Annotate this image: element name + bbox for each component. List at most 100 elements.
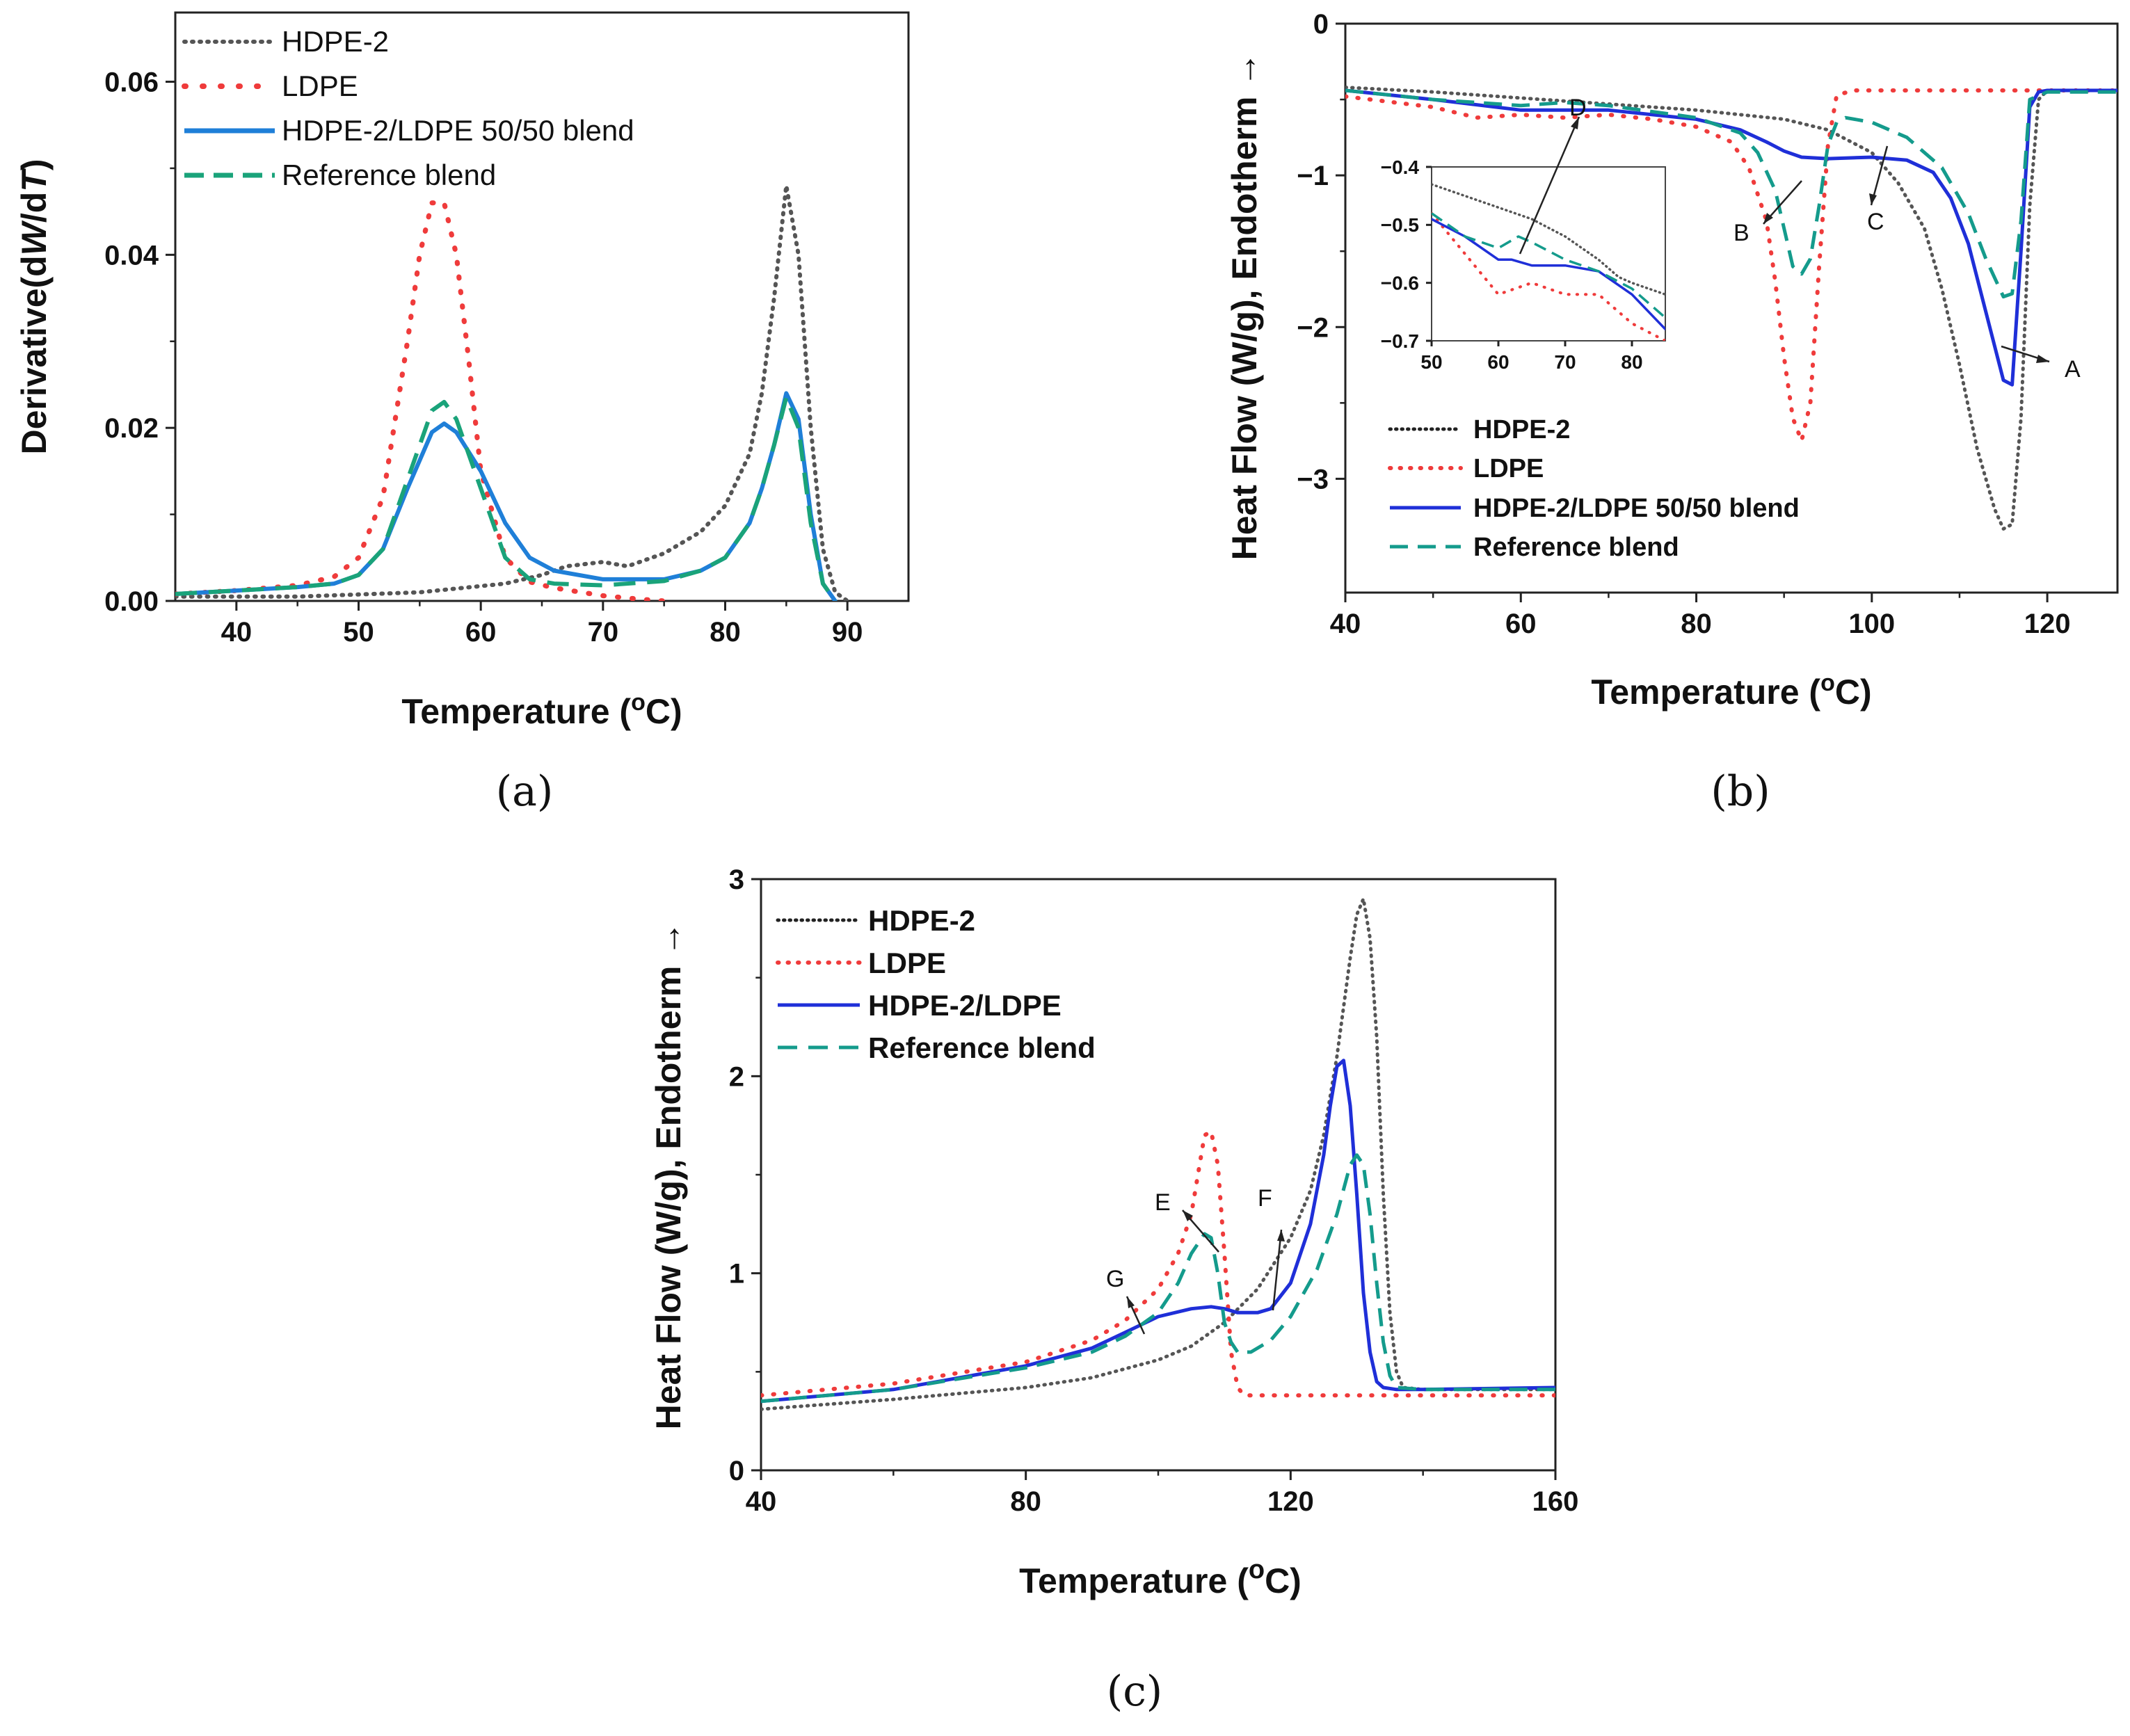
series-line-reference-blend <box>1345 88 2117 299</box>
panel-c-curves <box>761 897 1555 1411</box>
x-tick-label: 120 <box>1267 1486 1314 1517</box>
panel-b-ticks: 40 60 80 100 120 0 −1 −2 −3 <box>1297 9 2070 639</box>
series-line-ldpe <box>1345 88 2117 443</box>
panel-a-legend: HDPE-2 LDPE HDPE-2/LDPE 50/50 blend Refe… <box>182 25 634 191</box>
y-tick-label: −0.7 <box>1381 330 1419 352</box>
legend-label-blend: HDPE-2/LDPE 50/50 blend <box>282 114 634 147</box>
series-line-hdpe-2 <box>761 897 1555 1411</box>
panel-a-ylabel: Derivative(dW/dT) <box>15 159 54 454</box>
annotation-label-f: F <box>1258 1185 1272 1212</box>
panel-c-xlabel: Temperature (oC) <box>1019 1555 1302 1600</box>
y-tick-label: 0 <box>1313 9 1329 40</box>
panel-b-caption: (b) <box>1711 767 1770 816</box>
x-tick-label: 80 <box>710 617 741 648</box>
panel-b: 40 60 80 100 120 0 −1 −2 −3 50 60 70 80 −0.4 −0.5 −0.6… <box>1225 9 2119 816</box>
y-tick-label: 1 <box>729 1259 744 1289</box>
x-tick-label: 70 <box>588 617 619 648</box>
x-tick-label: 40 <box>1330 609 1361 639</box>
legend-label-reference: Reference blend <box>282 159 496 191</box>
legend-label-reference: Reference blend <box>868 1031 1096 1064</box>
x-tick-label: 60 <box>465 617 497 648</box>
y-tick-label: −2 <box>1297 312 1329 343</box>
legend-label-reference: Reference blend <box>1473 533 1679 562</box>
panel-a-plot-area <box>174 11 910 602</box>
x-tick-label: 120 <box>2024 609 2071 639</box>
series-line-ldpe <box>1432 211 1665 341</box>
panel-b-curves <box>1345 86 2117 531</box>
panel-c-plot-area <box>760 878 1557 1472</box>
x-tick-label: 40 <box>221 617 253 648</box>
legend-label-ldpe: LDPE <box>282 70 358 102</box>
legend-label-blend: HDPE-2/LDPE <box>868 989 1062 1022</box>
panel-c-annotations: E F G <box>1106 1185 1285 1335</box>
legend-label-hdpe2: HDPE-2 <box>868 904 975 937</box>
x-tick-label: 90 <box>832 617 863 648</box>
annotation-arrow-d <box>1519 116 1580 255</box>
legend-label-ldpe: LDPE <box>868 947 946 979</box>
annotation-label-e: E <box>1155 1189 1171 1216</box>
panel-a-caption: (a) <box>496 767 554 816</box>
panel-a-curves <box>175 183 850 601</box>
annotation-label-c: C <box>1867 209 1884 235</box>
y-tick-label: 2 <box>729 1061 744 1092</box>
y-tick-label: 0.00 <box>104 586 159 617</box>
panel-c-legend: HDPE-2 LDPE HDPE-2/LDPE Reference blend <box>776 904 1096 1064</box>
annotation-label-g: G <box>1106 1266 1124 1292</box>
y-tick-label: 0.04 <box>104 240 159 271</box>
panel-c-ylabel: Heat Flow (W/g), Endotherm→ <box>649 922 688 1430</box>
legend-label-hdpe2: HDPE-2 <box>282 25 389 58</box>
panel-b-inset-box <box>1431 166 1666 341</box>
annotation-label-b: B <box>1733 220 1749 246</box>
x-tick-label: 60 <box>1487 351 1509 373</box>
series-line-hdpe-2-ldpe-50-50-blend <box>1345 88 2117 387</box>
x-tick-label: 40 <box>746 1486 777 1517</box>
panel-a-ticks: 40 50 60 70 80 90 0.00 0.02 0.04 0.06 <box>104 67 863 648</box>
arrowhead-d <box>1571 117 1579 129</box>
x-tick-label: 50 <box>343 617 374 648</box>
series-line-hdpe-2 <box>1432 183 1665 296</box>
series-line-hdpe-2 <box>1345 86 2117 531</box>
x-tick-label: 100 <box>1848 609 1895 639</box>
legend-label-hdpe2: HDPE-2 <box>1473 415 1570 444</box>
arrowhead-e <box>1183 1210 1193 1221</box>
panel-a-xlabel: Temperature (oC) <box>401 689 682 731</box>
y-tick-label: 0 <box>729 1456 744 1486</box>
series-line-hdpe-2-ldpe-50-50-blend <box>1432 218 1665 331</box>
legend-label-ldpe: LDPE <box>1473 454 1544 483</box>
series-line-ldpe <box>175 200 667 601</box>
panel-a: 40 50 60 70 80 90 0.00 0.02 0.04 0.06 HDPE-2 LDPE… <box>15 11 910 816</box>
panel-b-ylabel: Heat Flow (W/g), Endotherm→ <box>1225 52 1264 561</box>
y-tick-label: −0.5 <box>1381 214 1419 236</box>
panel-b-xlabel: Temperature (oC) <box>1591 670 1871 712</box>
series-line-hdpe-2-ldpe <box>761 1059 1555 1404</box>
annotation-label-d: D <box>1569 95 1587 121</box>
x-tick-label: 80 <box>1010 1486 1041 1517</box>
y-tick-label: 0.02 <box>104 413 159 444</box>
panel-b-inset: 50 60 70 80 −0.4 −0.5 −0.6 −0.7 <box>1381 156 1666 373</box>
x-tick-label: 80 <box>1621 351 1642 373</box>
panel-b-inset-ticks: 50 60 70 80 −0.4 −0.5 −0.6 −0.7 <box>1381 156 1643 373</box>
panel-c: 40 80 120 160 0 1 2 3 E F G HDPE-2 LDPE HDPE-2/… <box>649 865 1578 1716</box>
annotation-arrow-f <box>1272 1229 1283 1311</box>
annotation-label-a: A <box>2065 356 2081 383</box>
panel-c-ticks: 40 80 120 160 0 1 2 3 <box>729 865 1579 1517</box>
series-line-reference-blend <box>761 1153 1555 1404</box>
panel-b-annotations: A B C D <box>1519 95 2081 383</box>
series-line-ldpe <box>761 1129 1555 1398</box>
legend-label-blend: HDPE-2/LDPE 50/50 blend <box>1473 494 1800 523</box>
series-line-reference-blend <box>175 395 838 601</box>
arrowhead-f <box>1277 1230 1285 1241</box>
arrowhead-a <box>2036 355 2049 363</box>
panel-b-legend: HDPE-2 LDPE HDPE-2/LDPE 50/50 blend Refe… <box>1388 415 1800 562</box>
panel-c-caption: (c) <box>1107 1667 1162 1716</box>
arrowhead-b <box>1763 213 1773 224</box>
y-tick-label: −0.4 <box>1381 156 1420 178</box>
series-line-hdpe-2 <box>175 183 850 601</box>
y-tick-label: −3 <box>1297 464 1329 495</box>
arrowhead-g <box>1127 1296 1135 1308</box>
arrowhead-c <box>1869 193 1877 205</box>
x-tick-label: 160 <box>1532 1486 1579 1517</box>
x-tick-label: 50 <box>1420 351 1442 373</box>
panel-b-inset-curves <box>1432 183 1665 341</box>
